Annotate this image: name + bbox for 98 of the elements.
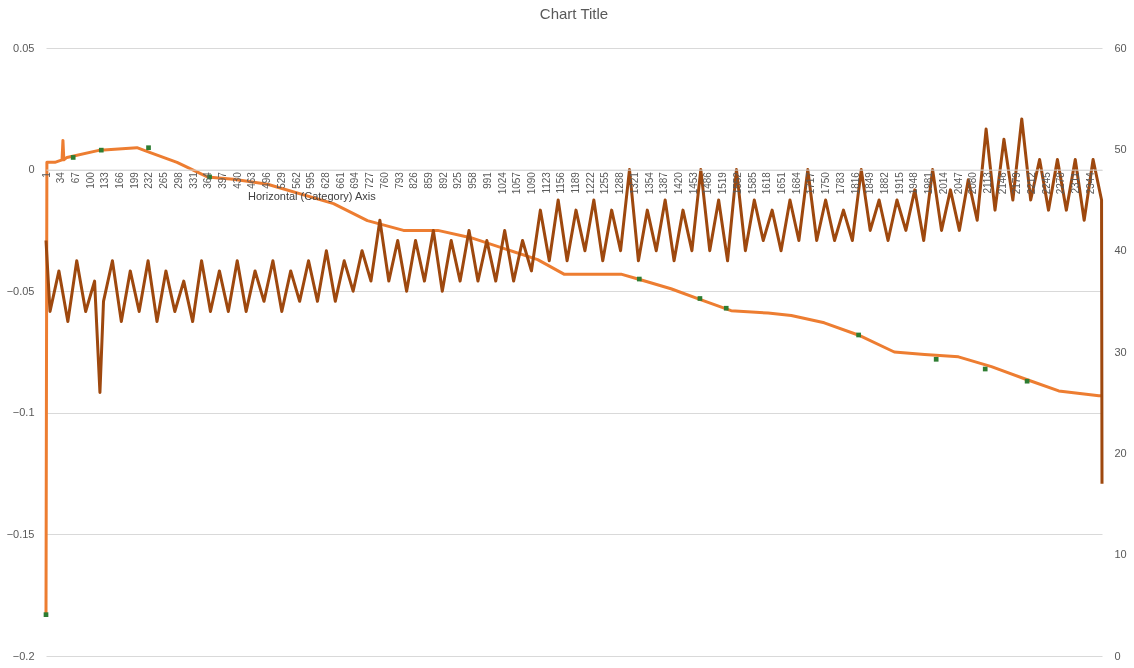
x-tick-label: 1651 <box>776 171 787 195</box>
x-tick-label: 199 <box>128 171 140 189</box>
point <box>723 305 729 311</box>
point <box>43 612 49 617</box>
x-tick-label: 2212 <box>1026 171 1038 195</box>
x-tick-label: 892 <box>437 171 449 189</box>
point <box>697 296 703 301</box>
x-tick-label: 1552 <box>731 171 743 195</box>
point <box>982 366 988 372</box>
point <box>98 147 104 153</box>
point <box>146 145 151 151</box>
x-tick-label: 100 <box>84 171 96 189</box>
point <box>933 356 939 362</box>
x-tick-label: 364 <box>202 171 214 189</box>
x-tick-label: 727 <box>364 171 376 189</box>
x-tick-label: 232 <box>143 171 155 189</box>
x-tick-label: 2245 <box>1040 171 1052 195</box>
x-tick-label: 760 <box>378 171 390 189</box>
x-tick-label: 826 <box>408 171 420 189</box>
line-series <box>44 117 1104 486</box>
x-tick-label: 925 <box>452 171 464 189</box>
x-tick-label: 2311 <box>1070 171 1082 194</box>
x-tick-label: 331 <box>187 171 199 189</box>
x-tick-label: 1420 <box>673 171 685 195</box>
x-tick-label: 958 <box>467 171 479 189</box>
x-tick-label: 1321 <box>628 171 640 195</box>
x-tick-label: 1 <box>40 171 52 178</box>
y2-tick-label: 0 <box>1114 649 1121 662</box>
x-tick-label: 1750 <box>820 171 832 195</box>
x-tick-label: 1618 <box>761 171 773 195</box>
y-tick-label: 0.05 <box>13 41 35 54</box>
y2-tick-label: 10 <box>1114 548 1127 561</box>
x-tick-label: 661 <box>334 171 346 189</box>
x-tick-label: 1255 <box>599 171 611 195</box>
x-tick-label: 1189 <box>570 171 582 194</box>
x-tick-label: 1024 <box>496 171 508 195</box>
x-tick-label: 859 <box>422 171 434 189</box>
y-tick-label: −0.2 <box>12 649 35 662</box>
x-tick-label: 1057 <box>511 171 523 195</box>
x-tick-label: 562 <box>290 171 302 189</box>
x-tick-label: 793 <box>393 171 405 189</box>
x-tick-label: 595 <box>305 171 317 189</box>
x-tick-label: 694 <box>349 171 361 189</box>
x-tick-label: 67 <box>69 171 81 184</box>
x-tick-label: 1090 <box>525 171 537 195</box>
x-tick-label: 1387 <box>658 171 670 195</box>
x-tick-label: 2014 <box>937 171 949 195</box>
point <box>856 332 861 338</box>
y2-tick-label: 50 <box>1114 142 1127 155</box>
y2-tick-label: 20 <box>1114 446 1127 459</box>
point <box>1024 378 1030 384</box>
y-tick-label: −0.05 <box>6 284 35 297</box>
x-tick-label: 1915 <box>893 171 905 195</box>
x-tick-label: 1684 <box>790 171 802 195</box>
x-tick-label: 1288 <box>614 171 626 195</box>
x-tick-label: 1156 <box>555 171 567 194</box>
x-tick-label: 298 <box>172 171 184 189</box>
x-tick-label: 1882 <box>878 171 890 195</box>
x-tick-label: 1783 <box>834 171 846 195</box>
x-tick-label: 991 <box>481 171 493 189</box>
x-tick-label: 133 <box>99 171 111 189</box>
x-tick-label: 1717 <box>805 171 817 195</box>
x-tick-label: 1948 <box>908 171 920 195</box>
x-tick-label: 1981 <box>923 171 935 195</box>
x-tick-label: 2113 <box>981 171 993 194</box>
x-tick-label: 2047 <box>952 171 964 195</box>
x-tick-label: 2179 <box>1011 171 1023 195</box>
x-tick-label: 1354 <box>643 171 655 195</box>
point <box>70 155 76 160</box>
y2-tick-label: 60 <box>1114 41 1127 54</box>
chart-title: Chart Title <box>539 5 609 22</box>
x-tick-label: 397 <box>217 171 229 189</box>
x-tick-label: 1849 <box>864 171 876 195</box>
x-tick-label: 496 <box>261 171 273 189</box>
x-tick-label: 1453 <box>687 171 699 195</box>
x-tick-label: 1222 <box>584 171 596 195</box>
x-tick-label: 2146 <box>996 171 1008 195</box>
x-tick-label: 2278 <box>1055 171 1067 195</box>
y2-tick-label: 30 <box>1114 345 1127 358</box>
y-tick-label: −0.1 <box>12 406 35 419</box>
x-tick-label: 463 <box>246 171 258 189</box>
x-tick-label: 2080 <box>967 171 979 195</box>
x-tick-label: 166 <box>114 171 126 189</box>
point <box>636 276 642 282</box>
x-tick-label: 265 <box>158 171 170 189</box>
x-tick-label: 34 <box>55 171 67 184</box>
y2-tick-label: 40 <box>1114 244 1127 257</box>
y-tick-label: 0 <box>28 163 35 176</box>
y-tick-label: −0.15 <box>6 527 35 540</box>
x-tick-label: 1486 <box>702 171 714 195</box>
x-tick-label: 529 <box>275 171 287 189</box>
x-tick-label: 1123 <box>540 171 552 194</box>
x-tick-label: 1585 <box>746 171 758 195</box>
x-tick-label: 1816 <box>849 171 861 195</box>
x-tick-label: 430 <box>231 171 243 189</box>
x-tick-label: 2344 <box>1084 171 1096 195</box>
x-tick-label: 1519 <box>717 171 729 195</box>
x-tick-label: 628 <box>319 171 331 189</box>
